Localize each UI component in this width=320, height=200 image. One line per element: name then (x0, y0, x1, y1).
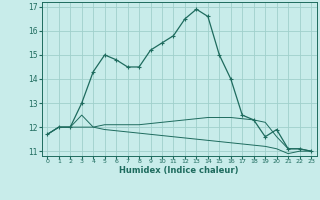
X-axis label: Humidex (Indice chaleur): Humidex (Indice chaleur) (119, 166, 239, 175)
